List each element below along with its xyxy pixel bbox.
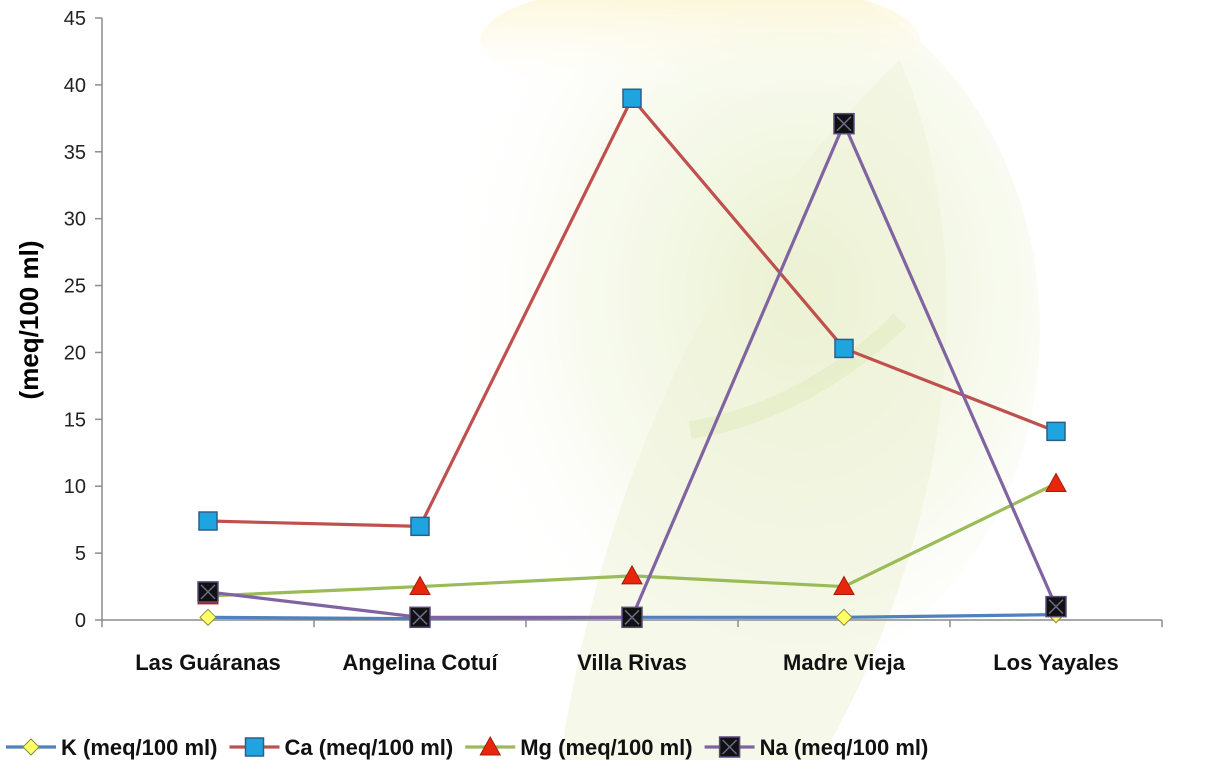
data-point-square-x xyxy=(833,112,855,135)
data-point-square-x xyxy=(718,736,741,758)
data-point-diamond xyxy=(835,608,853,627)
y-tick-label: 20 xyxy=(64,342,86,364)
y-tick-label: 35 xyxy=(64,142,86,164)
y-tick-label: 45 xyxy=(64,8,86,30)
data-point-square xyxy=(1046,421,1066,442)
data-point-triangle xyxy=(833,575,855,596)
data-point-diamond xyxy=(199,608,217,627)
legend-label: Ca (meq/100 ml) xyxy=(285,735,454,760)
background-leaf-decoration xyxy=(440,0,1040,760)
y-tick-label: 0 xyxy=(75,610,86,632)
legend-item: Mg (meq/100 ml) xyxy=(465,735,693,760)
data-point-square xyxy=(244,737,265,757)
data-point-square-x xyxy=(621,606,643,629)
series-4 xyxy=(197,112,1067,629)
data-point-square-x xyxy=(197,581,219,603)
y-tick-label: 5 xyxy=(75,543,86,565)
legend-item: K (meq/100 ml) xyxy=(6,735,218,760)
data-point-diamond xyxy=(22,738,40,756)
legend-item: Ca (meq/100 ml) xyxy=(229,735,454,760)
y-axis-label: (meq/100 ml) xyxy=(14,241,44,400)
x-tick-label: Villa Rivas xyxy=(577,650,687,675)
y-tick-label: 10 xyxy=(64,476,86,498)
series-2 xyxy=(198,88,1066,537)
legend: K (meq/100 ml) Ca (meq/100 ml) Mg (meq/100… xyxy=(6,735,928,760)
legend-item: Na (meq/100 ml) xyxy=(704,735,929,760)
x-tick-label: Las Guáranas xyxy=(135,650,281,675)
data-point-triangle xyxy=(409,575,431,596)
legend-label: Na (meq/100 ml) xyxy=(760,735,929,760)
data-point-square xyxy=(198,511,218,531)
y-tick-label: 40 xyxy=(64,75,86,97)
x-tick-label: Los Yayales xyxy=(993,650,1119,675)
legend-label: K (meq/100 ml) xyxy=(61,735,218,760)
data-point-triangle xyxy=(1045,472,1067,493)
data-point-square-x xyxy=(1045,595,1067,618)
axes: 0 5 10 15 20 25 30 35 40 45 Las Guáranas Angelina C… xyxy=(64,8,1163,675)
y-tick-label: 30 xyxy=(64,209,86,231)
data-point-triangle xyxy=(479,735,502,756)
series-layer xyxy=(197,88,1067,629)
x-tick-label: Angelina Cotuí xyxy=(342,650,498,675)
data-point-square-x xyxy=(409,606,431,629)
data-point-triangle xyxy=(621,564,643,585)
data-point-square xyxy=(834,338,854,359)
y-tick-label: 25 xyxy=(64,276,86,298)
x-tick-label: Madre Vieja xyxy=(783,650,906,675)
data-point-square xyxy=(622,88,642,109)
legend-label: Mg (meq/100 ml) xyxy=(520,735,692,760)
data-point-square xyxy=(410,516,430,537)
y-tick-label: 15 xyxy=(64,409,86,431)
